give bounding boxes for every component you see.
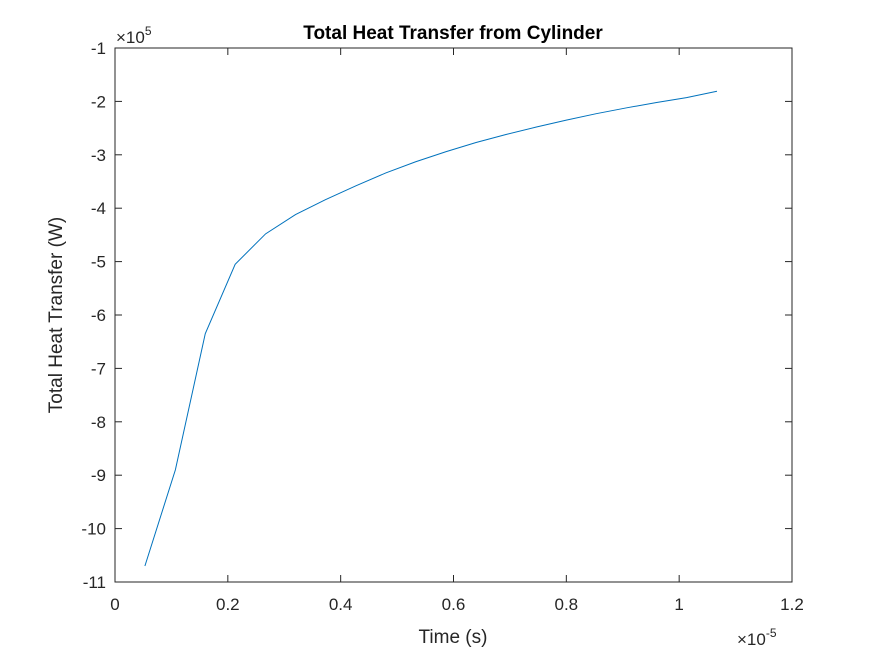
x-tick-label: 0.2 [216, 595, 240, 614]
y-exponent-label: ×105 [116, 24, 152, 47]
y-tick-label: -3 [91, 146, 106, 165]
y-tick-label: -11 [83, 573, 106, 592]
y-exponent-base: ×10 [116, 28, 145, 47]
x-exponent-power: -5 [766, 626, 777, 640]
axes-box [114, 47, 793, 583]
y-axis-label: Total Heat Transfer (W) [46, 217, 67, 413]
chart-title: Total Heat Transfer from Cylinder [303, 23, 603, 44]
y-tick-label: -8 [91, 413, 106, 432]
y-tick-label: -5 [91, 253, 106, 272]
series-line-1 [144, 90, 718, 567]
tick-labels: 0 0.2 0.4 0.6 0.8 1 1.2 -1 -2 -3 -4 -5 -6 -7 -8 -9 -10 -1… [81, 39, 803, 614]
x-tick-label: 0 [110, 595, 119, 614]
y-tick-label: -4 [91, 199, 106, 218]
y-tick-label: -6 [91, 306, 106, 325]
y-tick-label: -10 [81, 520, 106, 539]
x-exponent-label: ×10-5 [737, 626, 777, 649]
x-tick-label: 0.6 [442, 595, 466, 614]
x-tick-label: 0.8 [555, 595, 579, 614]
x-tick-label: 0.4 [329, 595, 353, 614]
plot-area [115, 48, 792, 582]
y-exponent-power: 5 [145, 24, 152, 38]
x-tick-label: 1.2 [780, 595, 804, 614]
y-tick-label: -2 [91, 92, 106, 111]
y-tick-label: -9 [91, 466, 106, 485]
y-tick-label: -7 [91, 359, 106, 378]
x-exponent-base: ×10 [737, 630, 766, 649]
x-tick-label: 1 [674, 595, 683, 614]
y-tick-label: -1 [91, 39, 106, 58]
x-axis-label: Time (s) [419, 627, 488, 648]
